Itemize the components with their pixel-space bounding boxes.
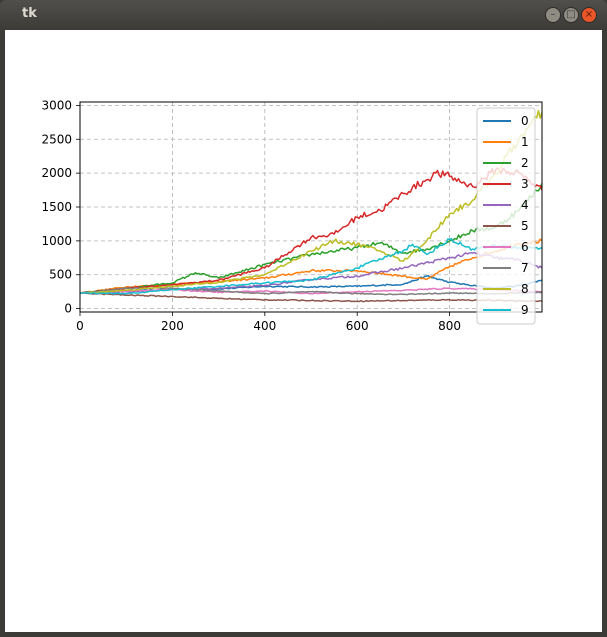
series-line-1	[80, 238, 542, 294]
y-tick-label: 1500	[41, 200, 72, 214]
x-tick-label: 400	[253, 319, 276, 333]
legend-label-7: 7	[521, 261, 529, 275]
title-bar[interactable]: tk – □ ×	[0, 0, 607, 30]
x-tick-label: 800	[438, 319, 461, 333]
legend-label-4: 4	[521, 198, 529, 212]
maximize-button[interactable]: □	[563, 7, 579, 23]
legend-label-3: 3	[521, 177, 529, 191]
y-tick-label: 1000	[41, 234, 72, 248]
series-line-6	[80, 287, 542, 295]
minimize-button[interactable]: –	[545, 7, 561, 23]
legend-label-2: 2	[521, 156, 529, 170]
legend-label-1: 1	[521, 135, 529, 149]
x-tick-label: 600	[346, 319, 369, 333]
y-tick-label: 500	[49, 268, 72, 282]
y-tick-label: 2500	[41, 132, 72, 146]
close-button[interactable]: ×	[581, 7, 597, 23]
series-line-3	[80, 167, 542, 294]
line-chart: 0 200 400 600 800 0 500 1000 1500 2000 2500 3000 0 1…	[41, 98, 543, 333]
legend-label-9: 9	[521, 303, 529, 317]
y-tick-label: 0	[64, 302, 72, 316]
legend-label-5: 5	[521, 219, 529, 233]
x-tick-label: 0	[76, 319, 84, 333]
legend-label-0: 0	[521, 114, 529, 128]
series-line-8	[80, 109, 542, 294]
legend-label-8: 8	[521, 282, 529, 296]
x-tick-label: 200	[161, 319, 184, 333]
canvas-area: 0 200 400 600 800 0 500 1000 1500 2000 2500 3000 0 1…	[5, 30, 602, 632]
y-tick-label: 2000	[41, 166, 72, 180]
series-line-5	[80, 291, 542, 303]
series-line-9	[80, 237, 542, 295]
series-line-2	[80, 183, 542, 294]
legend-label-6: 6	[521, 240, 529, 254]
y-tick-label: 3000	[41, 98, 72, 112]
window-title: tk	[22, 6, 37, 21]
